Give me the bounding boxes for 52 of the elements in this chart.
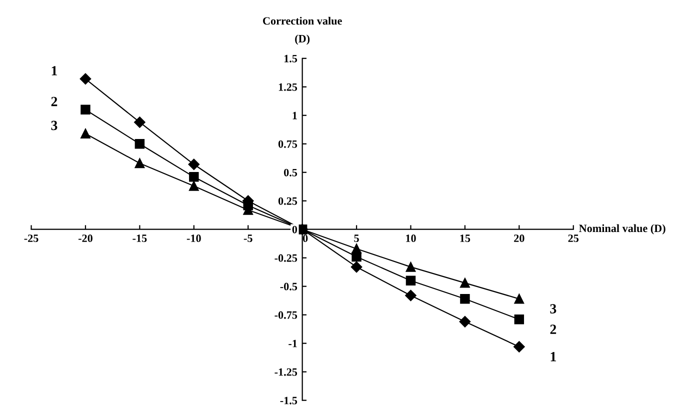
series-label: 1 xyxy=(52,66,57,76)
point xyxy=(189,181,199,191)
point xyxy=(460,294,470,304)
x-tick-label: -25 xyxy=(24,234,38,242)
y-tick-label: 0.75 xyxy=(278,140,298,148)
point xyxy=(460,278,470,288)
y-tick-label: -1.5 xyxy=(280,396,298,404)
y-tick-label: -1 xyxy=(288,340,297,348)
y-axis-title: Correction value (D) xyxy=(263,16,342,45)
y-tick-label: -0.75 xyxy=(274,311,298,319)
y-tick-label: 1.5 xyxy=(284,54,298,62)
series-label: 3 xyxy=(51,120,58,130)
x-axis-title: Nominal value (D) xyxy=(579,224,666,234)
x-tick-label: 20 xyxy=(514,234,524,242)
point xyxy=(352,252,362,262)
x-tick-label: 5 xyxy=(354,234,359,242)
y-tick-label: 1.25 xyxy=(278,83,298,91)
point xyxy=(514,314,524,324)
x-tick-label: 25 xyxy=(568,234,579,242)
point xyxy=(350,261,362,273)
point xyxy=(406,276,416,286)
text: 3 xyxy=(550,304,556,314)
point xyxy=(80,104,90,115)
point xyxy=(134,116,146,128)
point xyxy=(134,158,145,168)
y-tick-label: 0.25 xyxy=(278,197,298,205)
point xyxy=(188,158,200,170)
y-tick-label: 0.5 xyxy=(284,168,298,176)
x-tick-label: 15 xyxy=(460,234,470,242)
point xyxy=(80,73,92,84)
x-tick-label: -20 xyxy=(78,234,92,242)
x-tick-label: -5 xyxy=(244,234,252,242)
point xyxy=(189,172,199,182)
x-tick-label: -10 xyxy=(186,234,201,242)
point xyxy=(514,294,524,304)
y-tick-label: -0.25 xyxy=(274,254,298,262)
point xyxy=(459,316,471,328)
x-tick-label: 0 xyxy=(302,234,308,242)
x-tick-label: -15 xyxy=(132,234,147,242)
series-label: 2 xyxy=(51,96,58,106)
point xyxy=(80,128,90,138)
text: 2 xyxy=(550,324,556,334)
y-tick-label: -0.5 xyxy=(280,282,298,290)
y-tick-label: 0 xyxy=(292,226,298,234)
point xyxy=(134,139,145,149)
point xyxy=(406,262,416,272)
y-tick-label: 1 xyxy=(292,112,297,120)
x-tick-label: 10 xyxy=(406,234,416,242)
point xyxy=(405,290,416,302)
y-tick-label: -1.25 xyxy=(274,368,298,376)
point xyxy=(514,341,525,352)
text: 1 xyxy=(550,352,556,362)
